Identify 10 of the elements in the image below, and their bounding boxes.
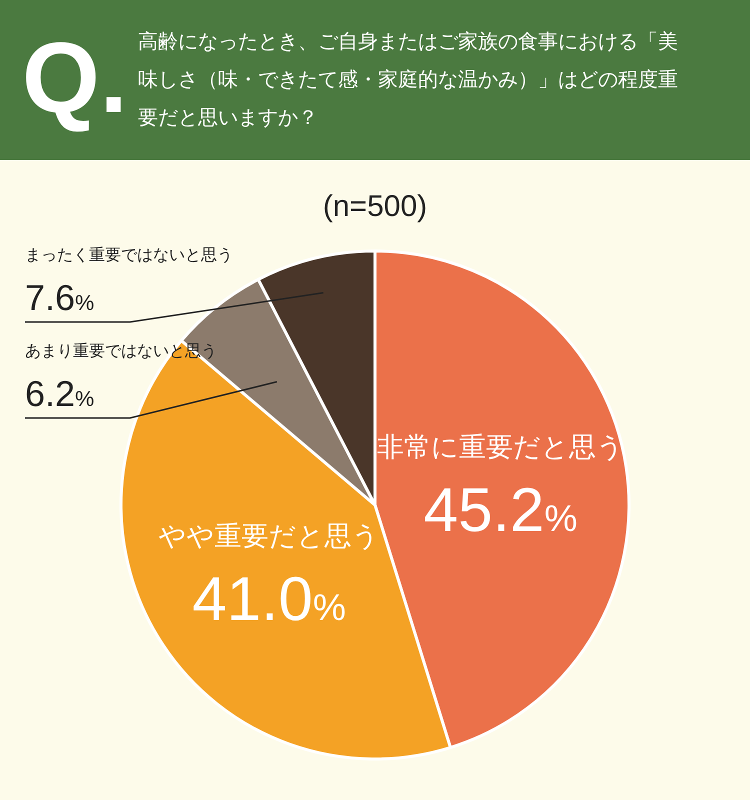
data-label: 7.6% <box>25 277 94 318</box>
chart-subtitle: (n=500) <box>322 190 428 224</box>
slice-label: 非常に重要だと思う <box>377 432 624 463</box>
data-label: 6.2% <box>25 373 94 414</box>
data-label: 45.2% <box>424 476 578 545</box>
data-label: 41.0% <box>192 565 346 634</box>
slice-label: やや重要だと思う <box>158 521 380 552</box>
chart-title: 高齢になったとき、ご自身またはご家族の食事における「美味しさ（味・できたて感・家庭的な温かみ）」はどの程度重要だと思いますか？ <box>138 28 679 131</box>
slice-label: まったく重要ではないと思う <box>25 245 233 264</box>
text: Q. <box>22 21 128 136</box>
